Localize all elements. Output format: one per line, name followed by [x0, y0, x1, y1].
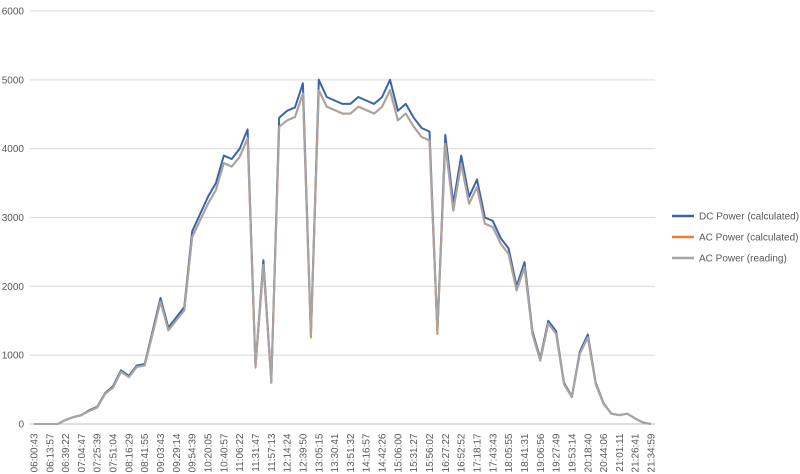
- x-tick-label: 20:18:40: [583, 433, 594, 472]
- legend-label: DC Power (calculated): [699, 212, 799, 223]
- x-tick-label: 07:25:39: [93, 433, 104, 472]
- x-tick-label: 07:04:47: [77, 433, 88, 472]
- series-line: [34, 78, 652, 425]
- x-tick-label: 18:41:31: [520, 433, 531, 472]
- x-tick-label: 10:20:05: [204, 433, 215, 472]
- x-tick-label: 11:57:13: [267, 433, 278, 472]
- x-tick-label: 07:51:04: [109, 433, 120, 472]
- x-tick-label: 14:16:57: [362, 433, 373, 472]
- x-tick-label: 06:13:57: [45, 433, 56, 472]
- x-tick-label: 19:53:14: [567, 433, 578, 472]
- x-tick-label: 06:39:22: [61, 433, 72, 472]
- legend-label: AC Power (calculated): [699, 233, 798, 244]
- x-tick-label: 09:03:43: [156, 433, 167, 472]
- x-tick-label: 10:40:57: [219, 433, 230, 472]
- x-tick-label: 21:01:11: [615, 433, 626, 472]
- x-tick-label: 20:44:06: [599, 433, 610, 472]
- x-tick-label: 16:27:22: [441, 433, 452, 472]
- x-tick-label: 21:26:41: [631, 433, 642, 472]
- x-tick-label: 19:27:49: [552, 433, 563, 472]
- x-tick-label: 15:31:27: [409, 433, 420, 472]
- legend-label: AC Power (reading): [699, 254, 787, 265]
- y-tick-label: 3000: [2, 213, 25, 224]
- x-tick-label: 21:34:59: [647, 433, 658, 472]
- x-tick-label: 15:56:02: [425, 433, 436, 472]
- x-tick-label: 15:06:00: [393, 433, 404, 472]
- y-tick-label: 2000: [2, 282, 25, 293]
- x-tick-label: 11:06:22: [235, 433, 246, 472]
- x-tick-label: 18:05:55: [504, 433, 515, 472]
- x-tick-label: 14:42:26: [378, 433, 389, 472]
- y-tick-label: 0: [18, 420, 24, 431]
- x-tick-label: 13:05:15: [314, 433, 325, 472]
- x-tick-label: 12:39:50: [298, 433, 309, 472]
- x-tick-label: 12:14:24: [283, 433, 294, 472]
- x-tick-label: 13:30:41: [330, 433, 341, 472]
- x-tick-label: 08:41:55: [140, 433, 151, 472]
- x-tick-label: 11:31:47: [251, 433, 262, 472]
- x-tick-label: 09:54:39: [188, 433, 199, 472]
- series-line: [34, 89, 652, 425]
- x-tick-label: 16:52:52: [457, 433, 468, 472]
- x-tick-label: 09:29:14: [172, 433, 183, 472]
- y-tick-label: 4000: [2, 144, 25, 155]
- x-tick-label: 19:06:56: [536, 433, 547, 472]
- x-tick-label: 13:51:32: [346, 433, 357, 472]
- x-tick-label: 06:00:43: [29, 433, 40, 472]
- x-tick-label: 08:16:29: [124, 433, 135, 472]
- y-tick-label: 1000: [2, 351, 25, 362]
- y-tick-label: 5000: [2, 75, 25, 86]
- x-tick-label: 17:18:17: [472, 433, 483, 472]
- x-tick-label: 17:43:43: [488, 433, 499, 472]
- y-tick-label: 6000: [2, 7, 25, 18]
